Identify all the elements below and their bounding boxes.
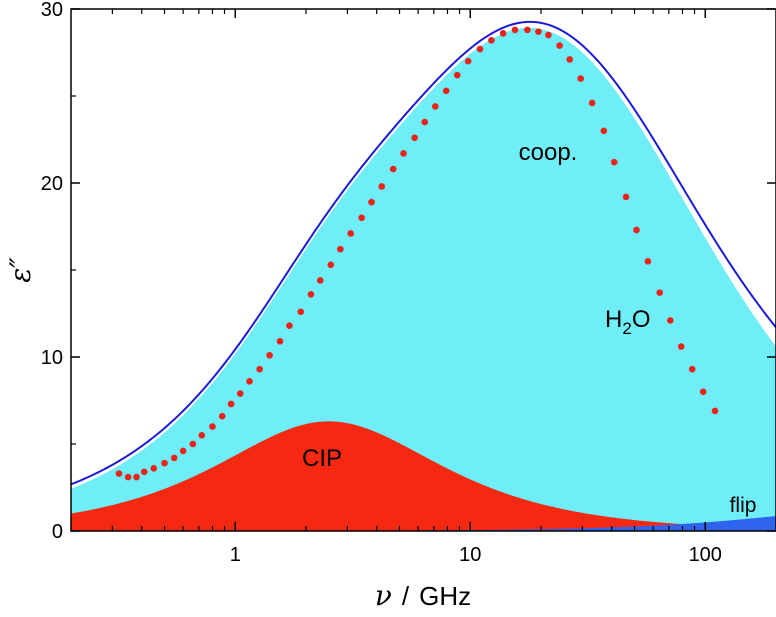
data-point [633,226,640,234]
data-point [150,465,158,472]
data-point [378,183,386,190]
data-point [198,432,206,439]
cip-area [71,421,776,531]
data-point [236,390,244,397]
data-point [347,230,355,237]
data-point [124,473,132,481]
data-point [400,150,407,157]
data-point [677,343,685,350]
data-point [327,261,335,269]
y-axis-title: ε″ [4,257,37,283]
data-point [140,468,148,476]
fit-curve-group [71,20,776,486]
data-point [610,158,618,166]
data-point [276,338,284,345]
data-point [133,473,140,481]
fit-line [71,20,776,486]
axis-ticks: 0 10 20 30 1 10 100 [41,0,776,566]
data-point [667,317,674,324]
data-point [316,277,324,284]
y-tick-label: 10 [41,347,63,369]
x-axis-unit: GHz [419,581,471,611]
y-tick-label: 0 [52,521,63,543]
data-point [688,365,696,373]
data-point [535,28,542,35]
annotation-flip: flip [730,494,757,517]
x-tick-label: 10 [459,544,481,566]
data-point [545,31,552,39]
data-point [218,412,226,420]
x-axis-symbol: ν [375,579,392,612]
data-point [711,407,719,415]
data-point [442,87,450,95]
data-point [189,440,197,448]
y-tick-label: 30 [41,0,63,21]
x-axis-separator: / [402,581,410,611]
data-point [368,198,375,206]
data-point [227,400,235,408]
data-point [699,388,707,396]
x-tick-label: 1 [230,544,241,566]
coop-area [71,27,776,531]
data-point [566,56,574,63]
data-point [161,459,168,467]
data-point [644,258,652,265]
data-point [286,322,293,329]
data-point [337,245,344,253]
data-point [499,30,507,37]
data-point [209,423,216,430]
data-point [464,57,472,65]
data-point [656,289,664,296]
data-point [524,26,531,34]
data-point [421,118,429,126]
data-point [297,308,305,316]
relaxation-areas [71,27,776,531]
data-point [600,127,608,135]
data-point [266,351,273,359]
annotation-h2o-h: H [605,306,622,333]
data-point [432,103,439,110]
annotation-cip: CIP [302,445,342,472]
data-point [256,365,263,373]
data-point [453,71,461,79]
annotation-coop: coop. [519,139,578,166]
data-point [556,42,563,49]
data-point [577,75,584,82]
data-point [358,214,365,222]
annotation-h2o: H2O [605,306,650,338]
y-tick-label: 20 [41,173,63,195]
data-point [411,134,418,142]
annotation-h2o-o: O [632,306,651,333]
x-tick-label: 100 [689,544,722,566]
data-point [170,454,178,462]
data-point [246,378,253,385]
data-point [389,165,397,173]
data-point [115,470,123,477]
data-point [476,45,484,53]
measured-data-points [115,26,719,481]
data-point [588,99,596,107]
annotation-h2o-sub: 2 [622,319,631,338]
data-point [179,447,187,455]
data-point [307,291,315,298]
x-axis-title: ν / GHz [375,579,471,612]
data-point [511,26,519,34]
data-point [488,37,495,44]
data-point [622,193,630,201]
